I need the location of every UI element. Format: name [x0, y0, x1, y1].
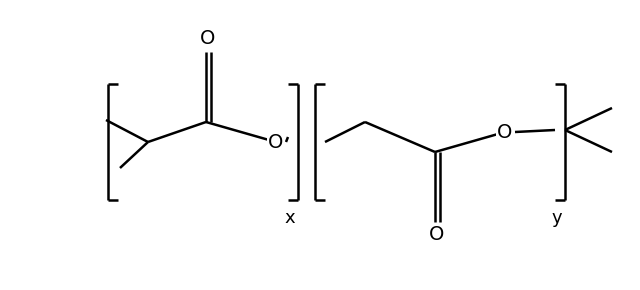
Text: O: O: [497, 122, 513, 142]
Text: O: O: [268, 133, 284, 151]
Text: O: O: [429, 226, 445, 244]
Text: x: x: [285, 209, 295, 227]
Text: y: y: [552, 209, 563, 227]
Text: O: O: [200, 30, 216, 48]
